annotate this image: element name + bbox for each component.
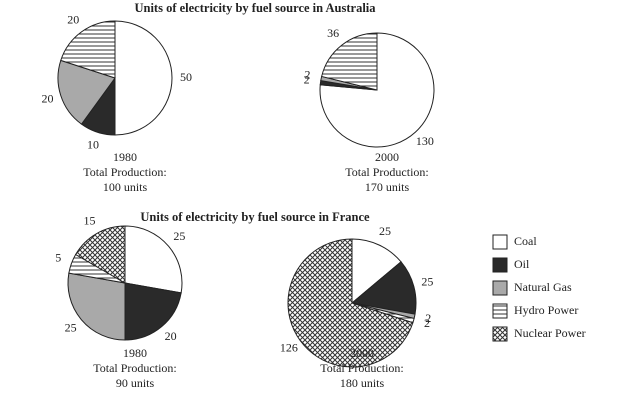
value-label: 20 xyxy=(165,329,177,343)
pie-slice xyxy=(351,238,402,305)
value-label: 5 xyxy=(55,250,61,264)
legend-swatch xyxy=(492,234,508,250)
pie-slice xyxy=(124,282,182,341)
legend-swatch xyxy=(492,280,508,296)
value-label: 2 xyxy=(304,67,310,81)
legend-swatch xyxy=(492,326,508,342)
legend-label: Oil xyxy=(514,257,530,271)
pie-caption: Total Production: xyxy=(345,165,428,179)
pie-caption: 180 units xyxy=(340,376,385,390)
value-label: 15 xyxy=(84,213,96,227)
pie-slice xyxy=(67,272,126,341)
value-label: 25 xyxy=(379,224,391,238)
value-label: 10 xyxy=(87,137,99,151)
pie-caption: 100 units xyxy=(103,180,148,194)
value-label: 130 xyxy=(416,134,434,148)
legend-label: Nuclear Power xyxy=(514,326,586,340)
pie-caption: Total Production: xyxy=(83,165,166,179)
pie-caption: 2000 xyxy=(375,150,399,164)
legend-label: Coal xyxy=(514,234,537,248)
value-label: 20 xyxy=(67,12,79,26)
pie-caption: 90 units xyxy=(116,376,155,390)
pie-slice xyxy=(60,20,116,79)
legend-swatch xyxy=(492,303,508,319)
pie-slice xyxy=(350,261,417,315)
legend-label: Hydro Power xyxy=(514,303,578,317)
chart-title: Units of electricity by fuel source in F… xyxy=(140,210,370,224)
pie-slice xyxy=(57,59,116,125)
legend-swatch xyxy=(492,257,508,273)
pie-slice xyxy=(74,225,126,284)
pie-slice xyxy=(124,225,183,294)
value-label: 50 xyxy=(180,70,192,84)
pie-slice xyxy=(321,32,378,91)
pie-caption: Total Production: xyxy=(320,361,403,375)
value-label: 2 xyxy=(425,311,431,325)
pie-caption: 1980 xyxy=(113,150,137,164)
value-label: 126 xyxy=(280,341,298,355)
value-label: 2 xyxy=(424,316,430,330)
pie-caption: 170 units xyxy=(365,180,410,194)
legend-label: Natural Gas xyxy=(514,280,572,294)
value-label: 20 xyxy=(41,92,53,106)
pie-caption: Total Production: xyxy=(93,361,176,375)
pie-caption: 2000 xyxy=(350,346,374,360)
chart-title: Units of electricity by fuel source in A… xyxy=(134,1,376,15)
pie-caption: 1980 xyxy=(123,346,147,360)
value-label: 36 xyxy=(327,26,339,40)
value-label: 25 xyxy=(65,320,77,334)
pie-slice xyxy=(287,238,414,368)
value-label: 25 xyxy=(173,229,185,243)
pie-slice xyxy=(319,32,435,148)
pie-slice xyxy=(114,20,173,136)
value-label: 25 xyxy=(421,275,433,289)
value-label: 2 xyxy=(304,73,310,87)
